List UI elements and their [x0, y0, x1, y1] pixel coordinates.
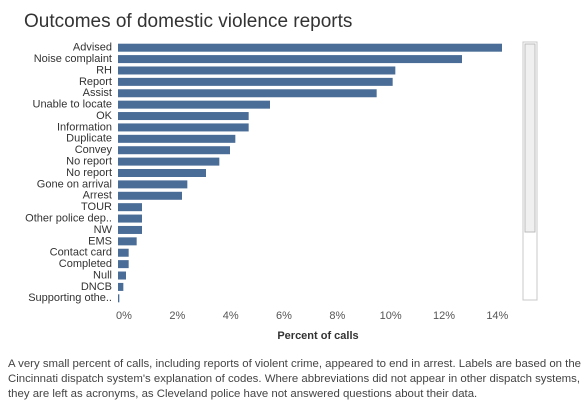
y-tick-label: NW: [94, 224, 113, 236]
y-tick-label: Information: [57, 121, 112, 133]
bar: [118, 123, 249, 132]
bar: [118, 294, 120, 303]
y-tick-label: Duplicate: [66, 133, 112, 145]
y-tick-label: Unable to locate: [33, 99, 113, 111]
bar: [118, 112, 249, 121]
y-tick-label: Assist: [83, 87, 112, 99]
bar: [118, 55, 462, 64]
x-tick-label: 0%: [116, 310, 132, 322]
bar: [118, 146, 230, 155]
bar: [118, 89, 377, 98]
bar: [118, 66, 396, 75]
y-tick-label: Advised: [73, 42, 112, 54]
y-tick-label: No report: [66, 167, 112, 179]
x-axis-title: Percent of calls: [277, 330, 358, 342]
bar: [118, 134, 236, 143]
bar: [118, 180, 188, 189]
caption: A very small percent of calls, including…: [8, 358, 582, 400]
y-tick-label: OK: [96, 110, 113, 122]
y-tick-label: Report: [79, 76, 112, 88]
bar: [118, 214, 142, 223]
y-tick-label: Noise complaint: [34, 53, 112, 65]
x-tick-label: 10%: [380, 310, 402, 322]
x-tick-label: 12%: [433, 310, 455, 322]
x-tick-label: 14%: [486, 310, 508, 322]
y-tick-label: Contact card: [50, 247, 112, 259]
bar: [118, 260, 129, 269]
bar: [118, 43, 502, 52]
x-tick-label: 8%: [329, 310, 345, 322]
chart-title: Outcomes of domestic violence reports: [24, 11, 352, 32]
y-tick-label: RH: [96, 64, 112, 76]
y-tick-label: DNCB: [81, 281, 112, 293]
x-tick-label: 4%: [223, 310, 239, 322]
bar: [118, 100, 270, 109]
bar: [118, 77, 393, 86]
y-tick-label: Other police dep..: [25, 212, 112, 224]
y-tick-label: Arrest: [83, 190, 112, 202]
y-tick-label: No report: [66, 156, 112, 168]
bar: [118, 271, 126, 280]
y-tick-label: Gone on arrival: [37, 178, 112, 190]
y-tick-label: Supporting othe..: [28, 292, 112, 304]
x-tick-label: 6%: [276, 310, 292, 322]
y-tick-label: Completed: [59, 258, 112, 270]
bar: [118, 169, 206, 177]
y-tick-label: Null: [93, 269, 112, 281]
bar: [118, 282, 124, 291]
bar: [118, 225, 142, 234]
x-tick-label: 2%: [169, 310, 185, 322]
bar: [118, 203, 142, 212]
y-tick-label: EMS: [88, 235, 112, 247]
bar: [118, 157, 220, 166]
scrollbar-thumb[interactable]: [524, 43, 536, 233]
y-tick-label: Convey: [75, 144, 113, 156]
bar: [118, 248, 129, 257]
bar: [118, 191, 182, 200]
bar: [118, 237, 137, 246]
scrollbar[interactable]: [522, 41, 538, 301]
y-tick-label: TOUR: [81, 201, 112, 213]
